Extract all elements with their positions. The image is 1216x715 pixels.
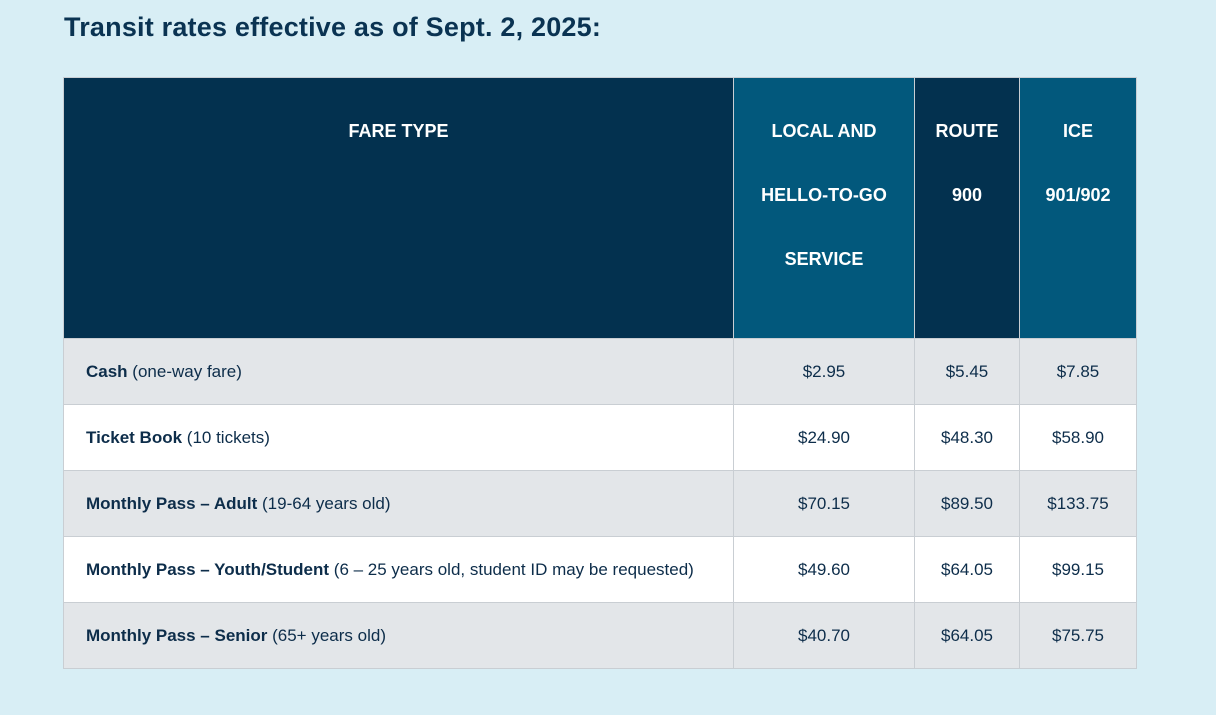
fare-name: Cash [86,361,128,381]
table-row: Monthly Pass – Senior (65+ years old) $4… [63,602,1137,669]
page-title: Transit rates effective as of Sept. 2, 2… [64,12,602,42]
price-ice: $133.75 [1019,470,1137,537]
price-ice: $75.75 [1019,602,1137,669]
fare-name-cell: Monthly Pass – Senior (65+ years old) [63,602,734,669]
fare-name-cell: Monthly Pass – Youth/Student (6 – 25 yea… [63,536,734,603]
fare-name: Monthly Pass – Senior [86,625,268,645]
price-local: $2.95 [733,338,915,405]
fare-name: Ticket Book [86,427,183,447]
header-local-service: LOCAL AND HELLO-TO-GO SERVICE [733,77,915,339]
fare-detail: (65+ years old) [267,625,386,645]
price-route-900: $48.30 [914,404,1020,471]
price-ice: $58.90 [1019,404,1137,471]
header-fare-type: FARE TYPE [63,77,734,339]
price-route-900: $5.45 [914,338,1020,405]
fare-name: Monthly Pass – Adult [86,493,258,513]
header-line: 900 [951,185,983,205]
table-header-row: FARE TYPE LOCAL AND HELLO-TO-GO SERVICE … [63,77,1137,339]
fare-detail: (10 tickets) [182,427,270,447]
price-route-900: $64.05 [914,536,1020,603]
fare-name-cell: Ticket Book (10 tickets) [63,404,734,471]
header-line: ROUTE [935,121,999,141]
price-route-900: $64.05 [914,602,1020,669]
header-ice: ICE 901/902 [1019,77,1137,339]
fare-detail: (19-64 years old) [257,493,391,513]
header-line: ICE [1062,121,1093,141]
fare-detail: (6 – 25 years old, student ID may be req… [329,559,694,579]
header-route-900: ROUTE 900 [914,77,1020,339]
price-local: $70.15 [733,470,915,537]
header-line: SERVICE [784,249,864,269]
price-ice: $99.15 [1019,536,1137,603]
header-line: 901/902 [1045,185,1111,205]
fare-detail: (one-way fare) [127,361,242,381]
table-row: Monthly Pass – Adult (19-64 years old) $… [63,470,1137,537]
table-row: Ticket Book (10 tickets) $24.90 $48.30 $… [63,404,1137,471]
header-line: HELLO-TO-GO [761,185,887,205]
fare-table: FARE TYPE LOCAL AND HELLO-TO-GO SERVICE … [63,77,1137,669]
price-route-900: $89.50 [914,470,1020,537]
header-line: LOCAL AND [771,121,877,141]
price-local: $24.90 [733,404,915,471]
fare-name-cell: Cash (one-way fare) [63,338,734,405]
table-row: Cash (one-way fare) $2.95 $5.45 $7.85 [63,338,1137,405]
price-ice: $7.85 [1019,338,1137,405]
fare-name-cell: Monthly Pass – Adult (19-64 years old) [63,470,734,537]
table-row: Monthly Pass – Youth/Student (6 – 25 yea… [63,536,1137,603]
price-local: $49.60 [733,536,915,603]
header-line: FARE TYPE [348,121,449,141]
fare-name: Monthly Pass – Youth/Student [86,559,330,579]
price-local: $40.70 [733,602,915,669]
